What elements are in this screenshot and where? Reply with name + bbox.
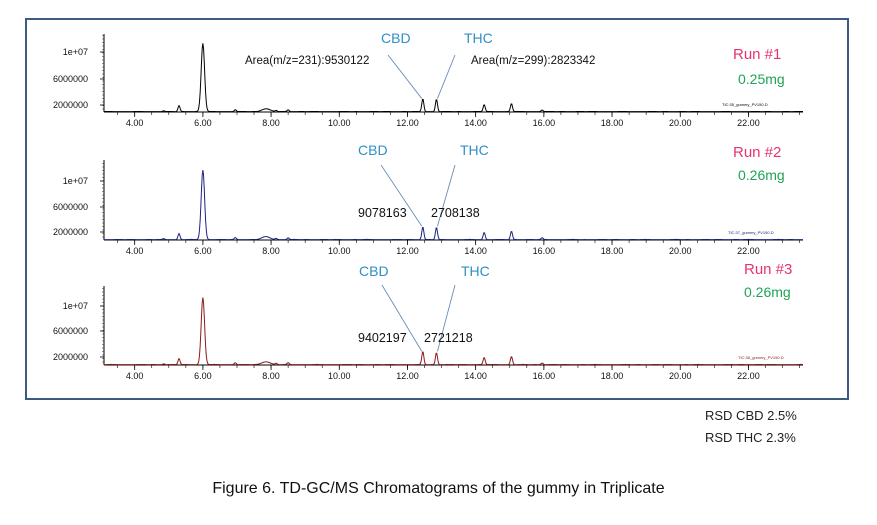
- x-tick-label: 16.00: [533, 246, 556, 256]
- thc-label: THC: [464, 30, 493, 46]
- y-tick-label: 2000000: [53, 352, 88, 362]
- thc-area-value: Area(m/z=299):2823342: [471, 55, 595, 67]
- x-tick-label: 10.00: [328, 371, 351, 381]
- x-tick-label: 12.00: [396, 246, 419, 256]
- x-tick-label: 18.00: [601, 118, 624, 128]
- x-tick-label: 18.00: [601, 246, 624, 256]
- y-tick-label: 2000000: [53, 100, 88, 110]
- y-tick-label: 6000000: [53, 326, 88, 336]
- chromatogram-frame: [25, 18, 849, 400]
- thc-area-value: 2708138: [431, 206, 480, 220]
- x-tick-label: 14.00: [464, 118, 487, 128]
- cbd-label: CBD: [359, 263, 389, 279]
- x-tick-label: 12.00: [396, 371, 419, 381]
- x-tick-label: 14.00: [464, 371, 487, 381]
- x-tick-label: 4.00: [126, 118, 144, 128]
- cbd-area-value: 9402197: [358, 331, 407, 345]
- x-tick-label: 22.00: [737, 371, 760, 381]
- rsd-cbd: RSD CBD 2.5%: [705, 408, 797, 423]
- cbd-leader: [387, 54, 423, 99]
- x-tick-label: 8.00: [262, 371, 280, 381]
- x-tick-label: 22.00: [737, 246, 760, 256]
- chromatogram-panel-3: 4.00 6.00 8.00 10.00 12.00 14.00 16.00 18.00 20.…: [53, 261, 804, 381]
- x-tick-label: 20.00: [669, 118, 692, 128]
- x-tick-label: 10.00: [328, 246, 351, 256]
- x-tick-label: 14.00: [464, 246, 487, 256]
- y-tick-label: 1e+07: [63, 301, 88, 311]
- x-tick-label: 16.00: [533, 371, 556, 381]
- thc-leader: [437, 54, 456, 99]
- x-tick-label: 18.00: [601, 371, 624, 381]
- y-tick-label: 1e+07: [63, 176, 88, 186]
- y-tick-label: 1e+07: [63, 47, 88, 57]
- cbd-leader: [381, 284, 423, 352]
- thc-label: THC: [461, 263, 490, 279]
- thc-label: THC: [460, 142, 489, 158]
- run-amount: 0.25mg: [738, 71, 785, 87]
- x-tick-label: 16.00: [533, 118, 556, 128]
- trace-tag: TIC:35_gummy_PV150.D: [722, 102, 768, 107]
- trace-line: [103, 43, 804, 113]
- x-tick-label: 10.00: [328, 118, 351, 128]
- trace-line: [103, 297, 804, 366]
- run-label: Run #3: [744, 261, 792, 278]
- run-label: Run #1: [733, 46, 781, 63]
- x-tick-label: 6.00: [194, 246, 212, 256]
- chromatogram-panel-1: 4.00 6.00 8.00 10.00 12.00 14.00 16.00 18.00 20.…: [53, 30, 804, 128]
- cbd-area-value: Area(m/z=231):9530122: [245, 55, 369, 67]
- cbd-label: CBD: [381, 30, 411, 46]
- thc-leader: [437, 164, 456, 227]
- run-amount: 0.26mg: [738, 167, 785, 183]
- run-label: Run #2: [733, 144, 781, 161]
- figure-caption: Figure 6. TD-GC/MS Chromatograms of the …: [212, 480, 665, 497]
- x-tick-label: 6.00: [194, 371, 212, 381]
- run-amount: 0.26mg: [744, 284, 791, 300]
- y-tick-label: 6000000: [53, 74, 88, 84]
- cbd-leader: [380, 164, 423, 227]
- rsd-thc: RSD THC 2.3%: [705, 430, 796, 445]
- trace-line: [103, 169, 804, 241]
- x-tick-label: 22.00: [737, 118, 760, 128]
- x-tick-label: 8.00: [262, 246, 280, 256]
- chromatogram-panel-2: 4.00 6.00 8.00 10.00 12.00 14.00 16.00 18.00 20.…: [53, 142, 804, 256]
- x-tick-label: 20.00: [669, 246, 692, 256]
- x-tick-label: 20.00: [669, 371, 692, 381]
- x-tick-label: 4.00: [126, 371, 144, 381]
- thc-area-value: 2721218: [424, 331, 473, 345]
- y-tick-label: 6000000: [53, 202, 88, 212]
- y-tick-label: 2000000: [53, 227, 88, 237]
- thc-leader: [437, 284, 456, 352]
- x-tick-label: 12.00: [396, 118, 419, 128]
- x-tick-label: 4.00: [126, 246, 144, 256]
- cbd-area-value: 9078163: [358, 206, 407, 220]
- trace-tag: TIC:37_gummy_PV150.D: [728, 230, 774, 235]
- x-tick-label: 8.00: [262, 118, 280, 128]
- trace-tag: TIC:38_gummy_PV150.D: [738, 355, 784, 360]
- x-tick-label: 6.00: [194, 118, 212, 128]
- cbd-label: CBD: [358, 142, 388, 158]
